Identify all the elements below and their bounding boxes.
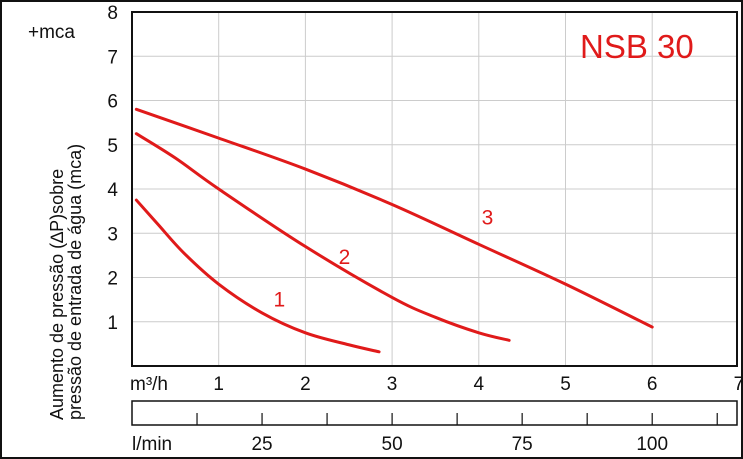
x-tick-label: 3 — [387, 374, 398, 395]
lmin-scale-bar — [132, 401, 737, 425]
x-tick-label: 2 — [300, 374, 311, 395]
chart-title: NSB 30 — [580, 28, 694, 65]
x-tick-label: 6 — [647, 374, 658, 395]
y-tick-label: 5 — [107, 136, 118, 157]
y-tick-label: 7 — [107, 47, 118, 68]
curve-label-3: 3 — [482, 206, 494, 229]
x-tick-label: 1 — [213, 374, 224, 395]
x-unit-label: m³/h — [130, 374, 168, 395]
x2-unit-label: l/min — [132, 434, 172, 455]
lmin-tick-label: 100 — [636, 434, 668, 455]
y-tick-label: 8 — [107, 3, 118, 24]
y-axis-label-line2: pressão de entrada de água (mca) — [65, 144, 85, 420]
curve-label-2: 2 — [339, 246, 351, 269]
lmin-tick-label: 25 — [251, 434, 272, 455]
x-tick-label: 4 — [474, 374, 485, 395]
curve-label-1: 1 — [274, 288, 286, 311]
y-unit-label: +mca — [28, 22, 75, 43]
y-tick-label: 2 — [107, 269, 118, 290]
y-tick-label: 6 — [107, 92, 118, 113]
y-tick-label: 3 — [107, 224, 118, 245]
x-tick-label: 5 — [560, 374, 571, 395]
lmin-tick-label: 75 — [512, 434, 533, 455]
y-tick-label: 1 — [107, 313, 118, 334]
x-tick-label: 7 — [734, 374, 743, 395]
y-tick-label: 4 — [107, 180, 118, 201]
lmin-tick-label: 50 — [382, 434, 403, 455]
y-axis-label-line1: Aumento de pressão (∆P)sobre — [47, 169, 67, 420]
